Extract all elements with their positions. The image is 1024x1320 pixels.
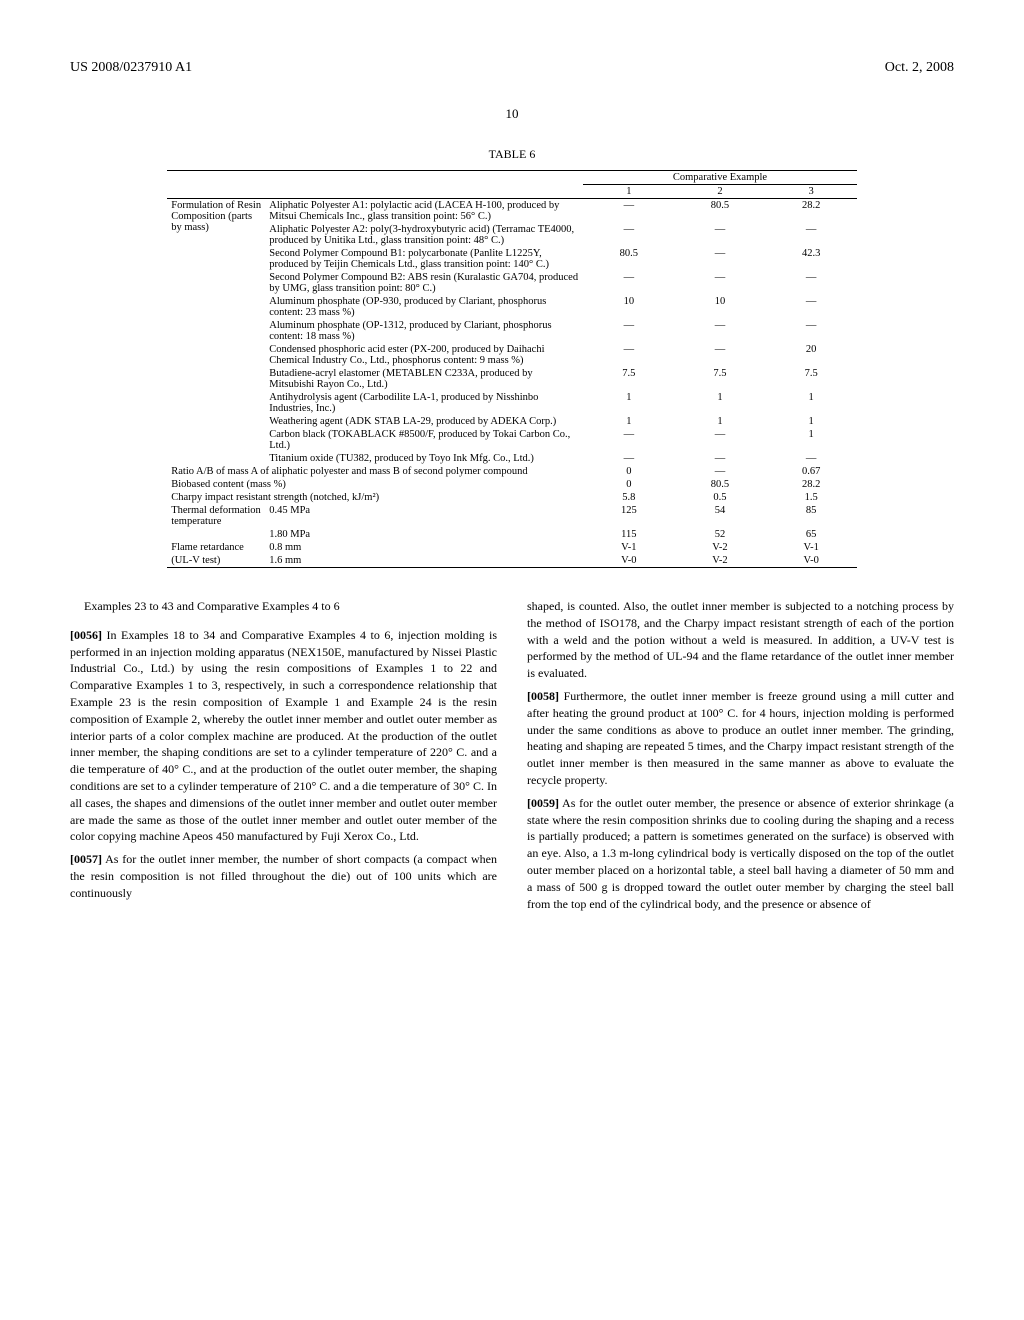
summary-label: Biobased content (mass %) xyxy=(167,478,583,491)
para-number: [0059] xyxy=(527,796,559,810)
row-desc: Carbon black (TOKABLACK #8500/F, produce… xyxy=(265,428,583,452)
paragraph-56: [0056] In Examples 18 to 34 and Comparat… xyxy=(70,627,497,845)
row-desc: Antihydrolysis agent (Carbodilite LA-1, … xyxy=(265,391,583,415)
summary-label: Charpy impact resistant strength (notche… xyxy=(167,491,583,504)
left-column: Examples 23 to 43 and Comparative Exampl… xyxy=(70,598,497,918)
summary-sublabel: 0.45 MPa xyxy=(265,504,583,528)
row-desc: Aliphatic Polyester A2: poly(3-hydroxybu… xyxy=(265,223,583,247)
col-header: 2 xyxy=(674,185,765,199)
row-desc: Aluminum phosphate (OP-930, produced by … xyxy=(265,295,583,319)
summary-label: Thermal deformation temperature xyxy=(167,504,265,528)
row-group-label: Formulation of Resin Composition (parts … xyxy=(167,199,265,466)
row-desc: Titanium oxide (TU382, produced by Toyo … xyxy=(265,452,583,465)
summary-sublabel: 1.6 mm xyxy=(265,554,583,568)
col-group-header: Comparative Example xyxy=(583,171,857,185)
para-text: Furthermore, the outlet inner member is … xyxy=(527,689,954,787)
table-caption: TABLE 6 xyxy=(70,147,954,162)
cell: 80.5 xyxy=(674,199,765,224)
paragraph-59: [0059] As for the outlet outer member, t… xyxy=(527,795,954,913)
paragraph-57-cont: shaped, is counted. Also, the outlet inn… xyxy=(527,598,954,682)
para-text: As for the outlet inner member, the numb… xyxy=(70,852,497,900)
para-text: As for the outlet outer member, the pres… xyxy=(527,796,954,911)
row-desc: Aliphatic Polyester A1: polylactic acid … xyxy=(265,199,583,224)
row-desc: Second Polymer Compound B2: ABS resin (K… xyxy=(265,271,583,295)
body-text: Examples 23 to 43 and Comparative Exampl… xyxy=(70,598,954,918)
section-heading: Examples 23 to 43 and Comparative Exampl… xyxy=(70,598,497,615)
para-number: [0057] xyxy=(70,852,102,866)
paragraph-57: [0057] As for the outlet inner member, t… xyxy=(70,851,497,901)
row-desc: Second Polymer Compound B1: polycarbonat… xyxy=(265,247,583,271)
row-desc: Butadiene-acryl elastomer (METABLEN C233… xyxy=(265,367,583,391)
page-number: 10 xyxy=(70,106,954,122)
right-column: shaped, is counted. Also, the outlet inn… xyxy=(527,598,954,918)
para-text: In Examples 18 to 34 and Comparative Exa… xyxy=(70,628,497,844)
patent-number: US 2008/0237910 A1 xyxy=(70,60,192,76)
cell: 28.2 xyxy=(766,199,857,224)
summary-label: Flame retardance xyxy=(167,541,265,554)
table-6: Comparative Example 1 2 3 Formulation of… xyxy=(167,170,857,568)
paragraph-58: [0058] Furthermore, the outlet inner mem… xyxy=(527,688,954,789)
summary-sublabel: 1.80 MPa xyxy=(265,528,583,541)
para-number: [0056] xyxy=(70,628,102,642)
col-header: 3 xyxy=(766,185,857,199)
cell: — xyxy=(583,199,674,224)
summary-label: Ratio A/B of mass A of aliphatic polyest… xyxy=(167,465,583,478)
page-header: US 2008/0237910 A1 Oct. 2, 2008 xyxy=(70,60,954,76)
row-desc: Weathering agent (ADK STAB LA-29, produc… xyxy=(265,415,583,428)
col-header: 1 xyxy=(583,185,674,199)
summary-label xyxy=(167,528,265,541)
row-desc: Condensed phosphoric acid ester (PX-200,… xyxy=(265,343,583,367)
publication-date: Oct. 2, 2008 xyxy=(885,60,954,76)
para-number: [0058] xyxy=(527,689,559,703)
summary-label: (UL-V test) xyxy=(167,554,265,568)
summary-sublabel: 0.8 mm xyxy=(265,541,583,554)
row-desc: Aluminum phosphate (OP-1312, produced by… xyxy=(265,319,583,343)
